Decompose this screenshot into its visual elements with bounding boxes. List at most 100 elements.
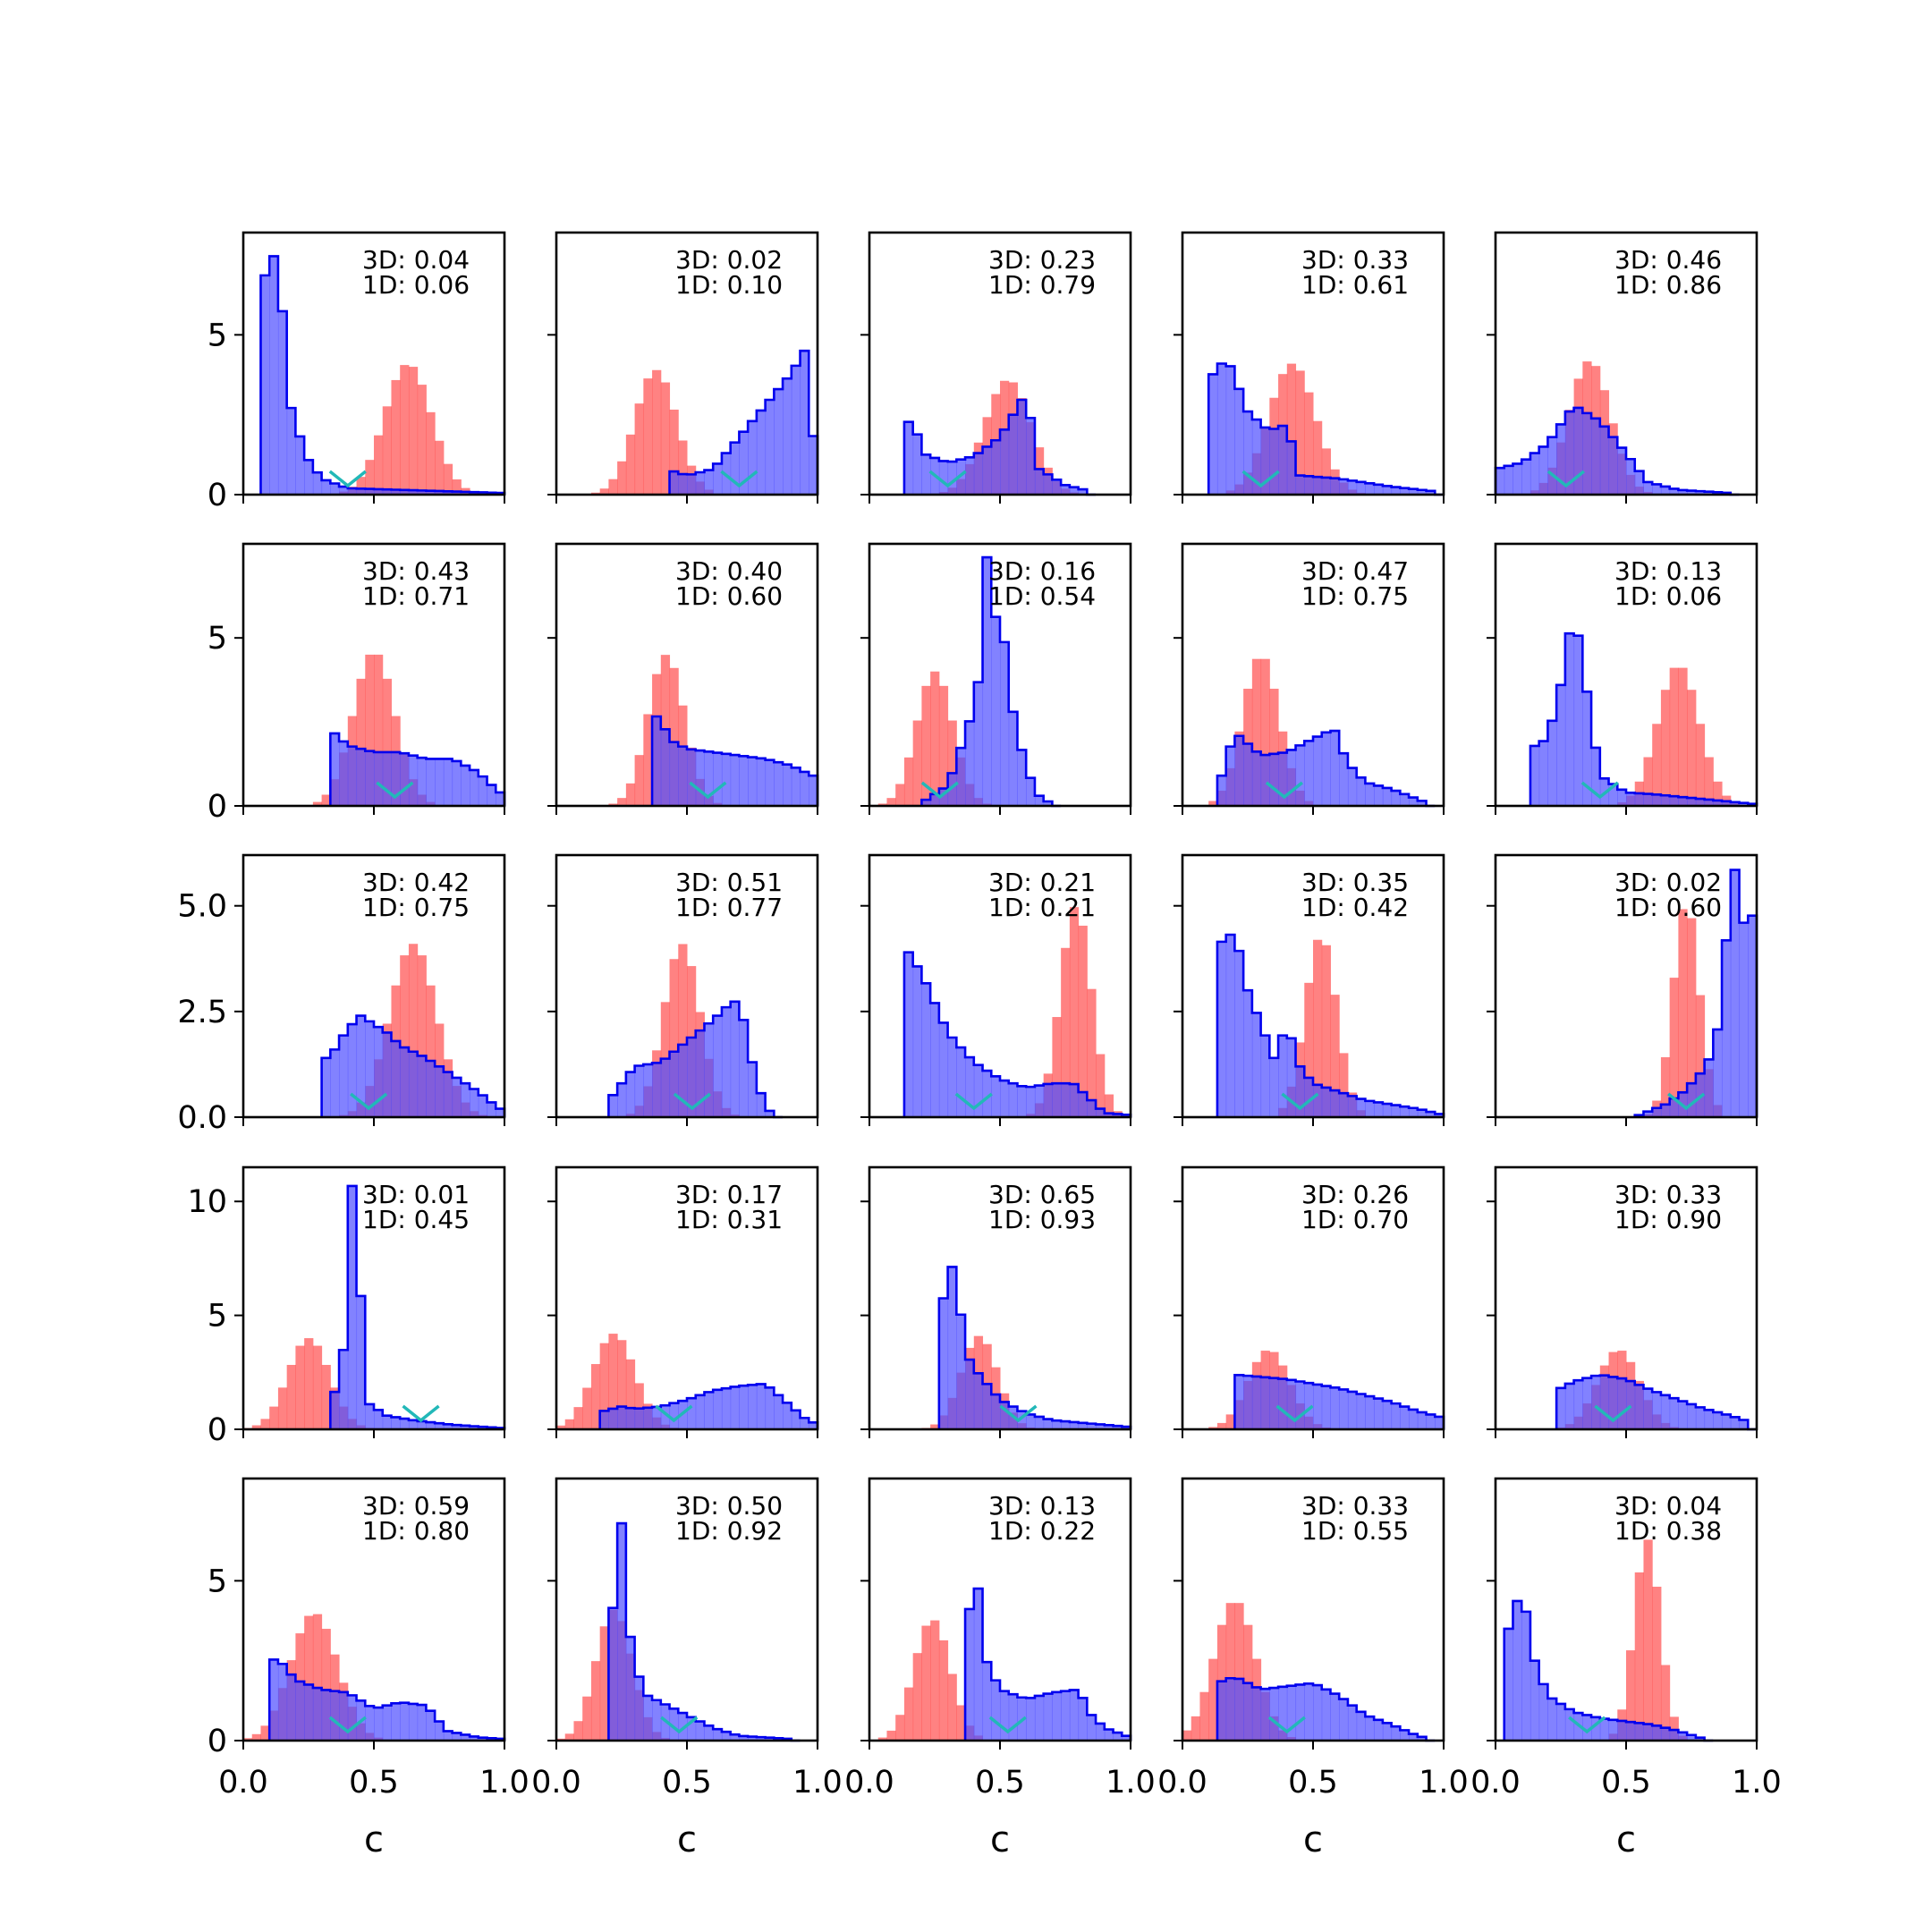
bar-3d [1617,447,1627,495]
bar-3d [443,1072,453,1117]
bar-3d [687,1037,697,1117]
bar-3d [1417,1411,1428,1429]
bar-1d [1061,947,1071,1117]
bar-3d [965,1360,975,1429]
bar-3d [487,1738,496,1741]
bar-3d [382,751,392,806]
bar-3d [1269,753,1279,806]
bar-3d [809,775,818,806]
bar-3d [1564,633,1575,806]
bar-1d [573,1407,583,1429]
bar-3d [330,733,340,806]
bar-3d [478,776,488,806]
bar-1d [1660,1665,1671,1741]
bar-1d [634,403,644,495]
bar-1d [1695,724,1706,806]
bar-3d [470,1736,479,1741]
bar-3d [1295,1066,1305,1117]
bar-3d [1078,1422,1088,1429]
bar-3d [452,1425,462,1429]
bar-3d [1339,1389,1349,1429]
y-tick-label: 5 [208,621,227,657]
bar-3d [487,1102,496,1117]
bar-3d [1104,1425,1114,1429]
bar-3d [1678,1732,1688,1741]
bar-1d [678,944,688,1117]
bar-1d [321,794,331,806]
bar-3d [1547,436,1557,495]
bar-3d [470,769,479,806]
bar-3d [756,1384,767,1429]
bar-3d [269,1659,279,1741]
x-tick-label: 1.0 [1106,1765,1156,1801]
bar-3d [687,1716,697,1741]
bar-3d [1556,684,1566,806]
bar-3d [1295,1381,1305,1429]
bar-3d [1356,1098,1366,1117]
bar-3d [1695,491,1706,495]
bar-3d [1374,1398,1384,1429]
bar-1d [1669,978,1679,1117]
bar-3d [426,1422,436,1429]
bar-1d [608,479,618,495]
bar-3d [1278,1686,1288,1741]
bar-3d [1052,1420,1062,1429]
bar-3d [1321,1087,1331,1117]
bar-3d [435,1423,445,1429]
bar-3d [1564,1383,1575,1429]
annotation-1d: 1D: 0.70 [1301,1205,1409,1234]
bar-3d [713,463,723,495]
bar-1d [426,985,436,1117]
bar-3d [1216,1681,1227,1741]
bar-3d [1251,751,1262,806]
bar-1d [1669,1716,1679,1741]
bar-3d [1713,492,1723,495]
bar-3d [730,1001,740,1117]
bar-1d [608,1334,618,1429]
y-tick-label: 5 [208,1563,227,1599]
bar-3d [330,1049,340,1117]
bar-1d [1199,1691,1209,1741]
bar-3d [1026,777,1036,806]
bar-3d [1547,720,1557,806]
bar-3d [634,1065,644,1117]
bar-3d [748,757,758,806]
bar-1d [660,382,671,495]
bar-3d [947,773,957,806]
bar-3d [1347,1096,1358,1117]
annotation-3d: 3D: 0.40 [675,556,783,586]
bar-3d [912,966,922,1117]
annotation-3d: 3D: 0.23 [988,245,1096,275]
x-tick-label: 0.0 [844,1765,894,1801]
annotation-3d: 3D: 0.59 [362,1491,470,1521]
bar-1d [1687,690,1697,806]
bar-3d [973,1373,984,1429]
bar-3d [965,1057,975,1117]
bar-1d [921,1625,931,1741]
bar-3d [1730,869,1741,1117]
bar-3d [1113,1114,1123,1117]
bar-3d [1643,793,1653,806]
bar-3d [1000,641,1010,806]
bar-3d [1391,1726,1401,1741]
bar-3d [478,1427,488,1429]
bar-3d [1417,1736,1428,1741]
bar-3d [1530,1660,1540,1741]
bar-3d [721,1007,732,1117]
bar-3d [669,471,679,495]
bar-3d [312,1688,323,1741]
x-tick-label: 1.0 [1732,1765,1782,1801]
bar-1d [1104,1094,1114,1117]
bar-1d [1652,1586,1662,1741]
bar-1d [669,959,679,1117]
bar-3d [1034,1416,1045,1429]
bar-1d [1713,781,1723,806]
bar-3d [1409,1409,1419,1429]
bar-3d [1382,486,1393,495]
bar-1d [1182,1730,1192,1741]
bar-1d [1321,945,1331,1117]
